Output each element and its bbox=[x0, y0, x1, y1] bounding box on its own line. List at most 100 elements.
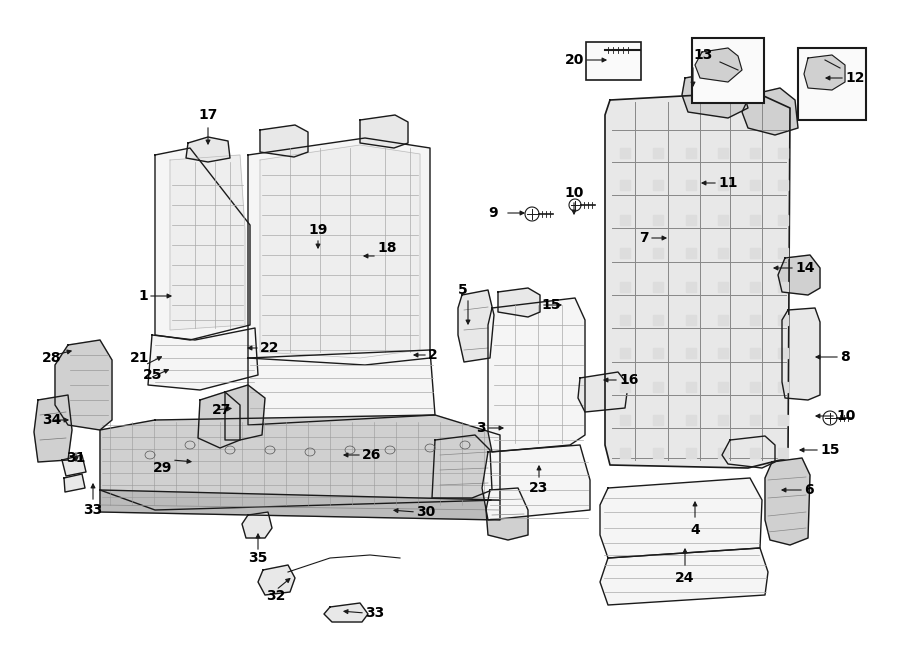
Text: 10: 10 bbox=[836, 409, 855, 423]
Text: 11: 11 bbox=[718, 176, 737, 190]
Polygon shape bbox=[620, 248, 630, 258]
Polygon shape bbox=[653, 315, 663, 325]
Polygon shape bbox=[605, 92, 790, 468]
Polygon shape bbox=[432, 435, 492, 498]
Polygon shape bbox=[600, 548, 768, 605]
Text: 24: 24 bbox=[675, 571, 695, 585]
Polygon shape bbox=[486, 488, 528, 540]
Text: 32: 32 bbox=[266, 589, 285, 603]
Polygon shape bbox=[750, 448, 760, 458]
Polygon shape bbox=[686, 215, 696, 225]
Polygon shape bbox=[653, 215, 663, 225]
Bar bbox=[586, 42, 641, 80]
Text: 30: 30 bbox=[416, 505, 436, 519]
Polygon shape bbox=[718, 282, 728, 292]
Polygon shape bbox=[778, 248, 788, 258]
Text: 33: 33 bbox=[84, 503, 103, 517]
Polygon shape bbox=[620, 382, 630, 392]
Polygon shape bbox=[620, 215, 630, 225]
Text: 25: 25 bbox=[143, 368, 163, 382]
Polygon shape bbox=[653, 282, 663, 292]
Text: 1: 1 bbox=[139, 289, 148, 303]
Polygon shape bbox=[742, 88, 798, 135]
Bar bbox=[798, 48, 866, 120]
Polygon shape bbox=[482, 445, 590, 520]
Polygon shape bbox=[750, 315, 760, 325]
Text: 14: 14 bbox=[795, 261, 815, 275]
Polygon shape bbox=[750, 282, 760, 292]
Polygon shape bbox=[718, 348, 728, 358]
Text: 10: 10 bbox=[564, 186, 584, 200]
Text: 33: 33 bbox=[365, 606, 384, 620]
Polygon shape bbox=[620, 148, 630, 158]
Polygon shape bbox=[686, 348, 696, 358]
Text: 23: 23 bbox=[529, 481, 549, 495]
Polygon shape bbox=[100, 415, 500, 510]
Polygon shape bbox=[718, 148, 728, 158]
Polygon shape bbox=[750, 382, 760, 392]
Polygon shape bbox=[620, 415, 630, 425]
Text: 34: 34 bbox=[42, 413, 62, 427]
Polygon shape bbox=[686, 415, 696, 425]
Polygon shape bbox=[718, 215, 728, 225]
Text: 5: 5 bbox=[458, 283, 468, 297]
Polygon shape bbox=[778, 382, 788, 392]
Polygon shape bbox=[225, 385, 265, 440]
Text: 17: 17 bbox=[198, 108, 218, 122]
Bar bbox=[692, 38, 764, 103]
Polygon shape bbox=[750, 248, 760, 258]
Polygon shape bbox=[782, 308, 820, 400]
Text: 18: 18 bbox=[377, 241, 397, 255]
Polygon shape bbox=[620, 282, 630, 292]
Text: 31: 31 bbox=[67, 451, 86, 465]
Polygon shape bbox=[778, 315, 788, 325]
Polygon shape bbox=[653, 180, 663, 190]
Text: 27: 27 bbox=[212, 403, 231, 417]
Polygon shape bbox=[186, 137, 230, 162]
Polygon shape bbox=[242, 512, 272, 538]
Polygon shape bbox=[248, 138, 430, 365]
Polygon shape bbox=[653, 348, 663, 358]
Text: 22: 22 bbox=[260, 341, 280, 355]
Polygon shape bbox=[778, 348, 788, 358]
Text: 12: 12 bbox=[845, 71, 865, 85]
Polygon shape bbox=[148, 328, 258, 390]
Polygon shape bbox=[686, 180, 696, 190]
Polygon shape bbox=[653, 248, 663, 258]
Text: 8: 8 bbox=[840, 350, 850, 364]
Text: 15: 15 bbox=[541, 298, 561, 312]
Polygon shape bbox=[360, 115, 408, 148]
Polygon shape bbox=[778, 415, 788, 425]
Polygon shape bbox=[498, 288, 540, 317]
Polygon shape bbox=[718, 382, 728, 392]
Polygon shape bbox=[686, 448, 696, 458]
Text: 6: 6 bbox=[804, 483, 814, 497]
Text: 21: 21 bbox=[130, 351, 149, 365]
Polygon shape bbox=[778, 148, 788, 158]
Polygon shape bbox=[695, 48, 742, 82]
Polygon shape bbox=[718, 248, 728, 258]
Polygon shape bbox=[686, 248, 696, 258]
Polygon shape bbox=[778, 448, 788, 458]
Polygon shape bbox=[653, 382, 663, 392]
Polygon shape bbox=[778, 282, 788, 292]
Polygon shape bbox=[248, 350, 435, 425]
Text: 9: 9 bbox=[489, 206, 498, 220]
Polygon shape bbox=[488, 298, 585, 452]
Polygon shape bbox=[653, 448, 663, 458]
Polygon shape bbox=[260, 125, 308, 157]
Polygon shape bbox=[718, 415, 728, 425]
Polygon shape bbox=[62, 455, 86, 476]
Polygon shape bbox=[718, 448, 728, 458]
Polygon shape bbox=[324, 603, 368, 622]
Polygon shape bbox=[55, 340, 112, 430]
Polygon shape bbox=[750, 415, 760, 425]
Polygon shape bbox=[718, 180, 728, 190]
Text: 2: 2 bbox=[428, 348, 437, 362]
Polygon shape bbox=[458, 290, 494, 362]
Polygon shape bbox=[778, 255, 820, 295]
Polygon shape bbox=[765, 458, 810, 545]
Text: 16: 16 bbox=[619, 373, 638, 387]
Polygon shape bbox=[804, 55, 845, 90]
Polygon shape bbox=[778, 180, 788, 190]
